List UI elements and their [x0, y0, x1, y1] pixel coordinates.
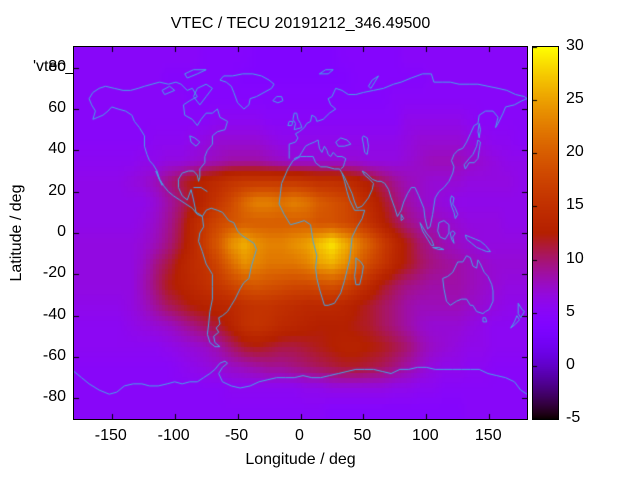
- colorbar-canvas: [533, 47, 558, 419]
- colorbar: [532, 46, 559, 420]
- y-tick-label: 80: [48, 57, 66, 75]
- y-tick-label: 60: [48, 99, 66, 116]
- colorbar-tick-label: 15: [566, 196, 584, 214]
- colorbar-tick-label: 10: [566, 249, 584, 267]
- y-tick-label: -20: [42, 264, 66, 282]
- x-axis-title: Longitude / deg: [245, 451, 356, 468]
- x-tick-label: -50: [225, 427, 249, 444]
- y-tick-label: -80: [42, 388, 66, 406]
- y-tick-label: -60: [42, 347, 66, 364]
- x-tick-label: -100: [157, 427, 190, 444]
- colorbar-tick-label: 25: [566, 90, 584, 108]
- y-tick-label: 40: [48, 140, 66, 158]
- y-tick-label: 0: [57, 223, 66, 240]
- colorbar-tick-label: 20: [566, 143, 584, 161]
- key-label: 'vtec_: [33, 58, 75, 75]
- y-tick-label: -40: [42, 305, 66, 323]
- x-tick-label: 50: [353, 427, 372, 444]
- heatmap-canvas: [74, 47, 527, 419]
- colorbar-tick-label: 30: [566, 37, 584, 54]
- x-tick-label: -150: [94, 427, 127, 444]
- plot-title: VTEC / TECU 20191212_346.49500: [170, 15, 431, 32]
- plot-area: [73, 46, 528, 420]
- x-tick-label: 100: [411, 427, 439, 444]
- colorbar-tick-label: 0: [566, 355, 575, 373]
- colorbar-tick-label: 5: [566, 302, 575, 320]
- y-tick-label: 20: [48, 181, 66, 199]
- x-tick-label: 150: [474, 427, 502, 444]
- colorbar-tick-label: -5: [566, 409, 581, 426]
- x-tick-label: 0: [295, 427, 304, 444]
